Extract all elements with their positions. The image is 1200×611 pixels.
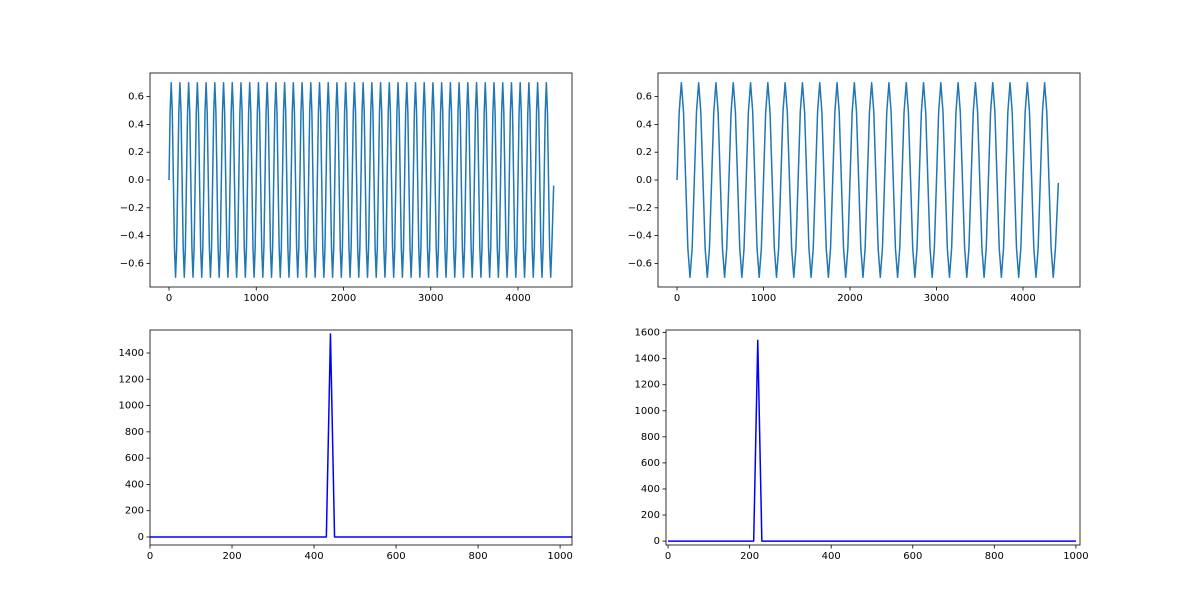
y-tick-label: 0.6 xyxy=(128,92,144,103)
y-tick-label: 0.6 xyxy=(636,92,652,103)
line xyxy=(168,81,555,279)
y-tick-label: 0.4 xyxy=(128,119,144,130)
x-tick-label: 200 xyxy=(740,551,759,562)
line xyxy=(676,81,1060,279)
y-tick-label: 0.0 xyxy=(636,175,652,186)
x-tick-label: 1000 xyxy=(547,551,572,562)
y-tick-label: −0.2 xyxy=(628,203,652,214)
x-tick-label: 4000 xyxy=(505,293,530,304)
y-tick-label: 1200 xyxy=(635,380,660,391)
y-tick-label: 1000 xyxy=(119,401,144,412)
x-tick-label: 3000 xyxy=(924,293,949,304)
x-tick-label: 1000 xyxy=(751,293,776,304)
y-tick-label: 1000 xyxy=(635,406,660,417)
x-tick-label: 800 xyxy=(985,551,1004,562)
axes-frame xyxy=(665,329,1081,546)
y-tick-label: 200 xyxy=(125,506,144,517)
line xyxy=(668,339,1076,542)
x-tick-label: 2000 xyxy=(331,293,356,304)
x-tick-label: 200 xyxy=(222,551,241,562)
y-tick-label: −0.6 xyxy=(628,258,652,269)
y-tick-label: 0.2 xyxy=(128,147,144,158)
y-tick-label: 200 xyxy=(641,510,660,521)
x-tick-label: 0 xyxy=(674,293,680,304)
y-tick-label: 600 xyxy=(641,458,660,469)
y-tick-label: −0.4 xyxy=(120,231,144,242)
x-tick-label: 0 xyxy=(147,551,153,562)
y-tick-label: 1600 xyxy=(635,328,660,339)
x-tick-label: 800 xyxy=(469,551,488,562)
y-tick-label: 1400 xyxy=(119,348,144,359)
x-tick-label: 4000 xyxy=(1010,293,1035,304)
x-tick-label: 600 xyxy=(387,551,406,562)
y-tick-label: 400 xyxy=(641,484,660,495)
x-tick-label: 1000 xyxy=(1063,551,1088,562)
x-tick-label: 400 xyxy=(304,551,323,562)
y-tick-label: 400 xyxy=(125,479,144,490)
y-tick-label: 800 xyxy=(125,427,144,438)
x-tick-label: 3000 xyxy=(418,293,443,304)
x-tick-label: 0 xyxy=(166,293,172,304)
x-tick-label: 2000 xyxy=(837,293,862,304)
x-tick-label: 0 xyxy=(665,551,671,562)
y-tick-label: −0.2 xyxy=(120,203,144,214)
y-tick-label: 600 xyxy=(125,453,144,464)
y-tick-label: 0 xyxy=(654,536,660,547)
axes-frame xyxy=(149,329,573,546)
y-tick-label: 1200 xyxy=(119,374,144,385)
y-tick-label: 0.4 xyxy=(636,119,652,130)
y-tick-label: 800 xyxy=(641,432,660,443)
x-tick-label: 600 xyxy=(903,551,922,562)
line xyxy=(150,333,572,538)
y-tick-label: 0.2 xyxy=(636,147,652,158)
y-tick-label: −0.4 xyxy=(628,231,652,242)
x-tick-label: 1000 xyxy=(244,293,269,304)
y-tick-label: 0 xyxy=(138,532,144,543)
x-tick-label: 400 xyxy=(822,551,841,562)
y-tick-label: −0.6 xyxy=(120,258,144,269)
y-tick-label: 0.0 xyxy=(128,175,144,186)
y-tick-label: 1400 xyxy=(635,354,660,365)
